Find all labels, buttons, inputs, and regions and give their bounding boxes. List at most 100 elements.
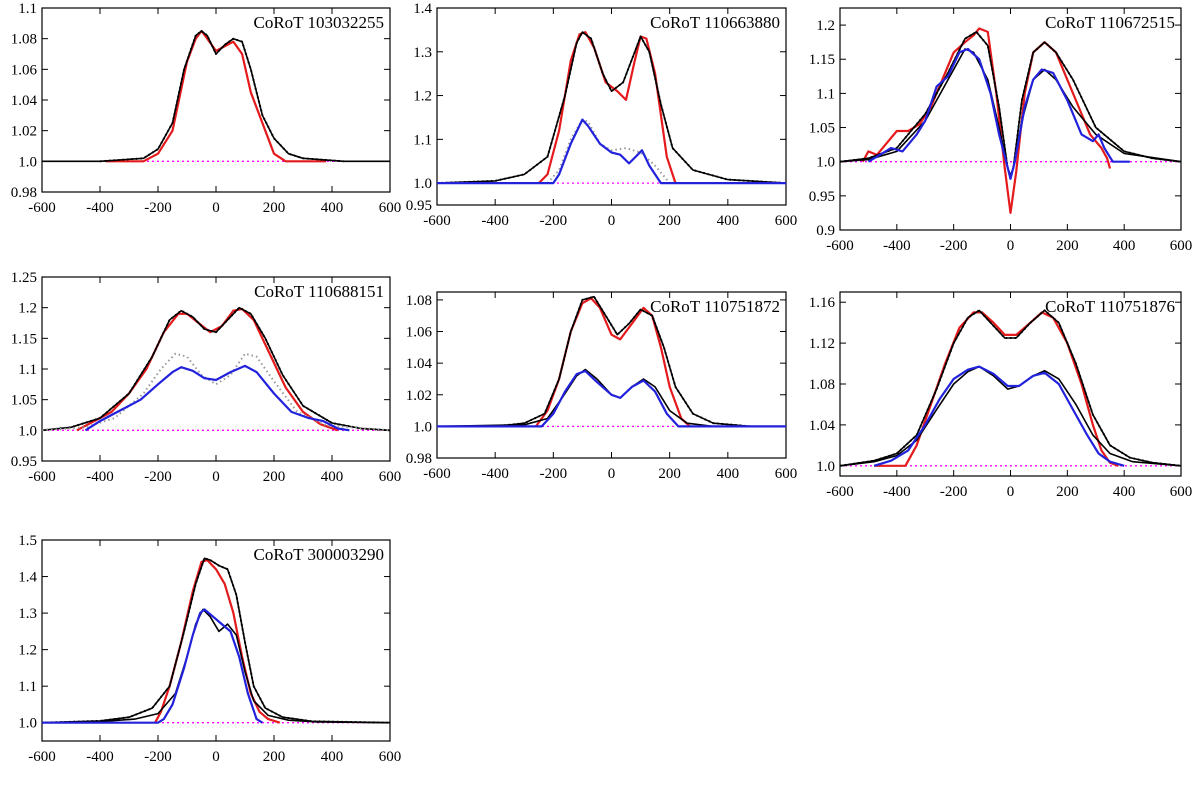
y-tick-label: 1.1 [816, 86, 835, 102]
red-series-line [105, 29, 327, 163]
x-tick-label: -400 [481, 466, 509, 482]
x-tick-label: 0 [1007, 238, 1015, 254]
x-tick-label: 600 [1170, 484, 1193, 500]
panel-2: -600 -400 -200 0 200 400 600 0.95 1.0 1.1 1.2 1.3 1.… [406, 1, 798, 229]
y-tick-label: 0.95 [11, 454, 37, 470]
y-tick-label: 0.95 [406, 198, 432, 214]
y-tick-label: 0.98 [406, 451, 432, 467]
y-tick-label: 1.16 [809, 295, 836, 311]
series-line [437, 295, 786, 428]
y-tick-label: 1.0 [18, 716, 37, 732]
plot-frame [839, 291, 1182, 477]
y-tick-label: 1.08 [809, 377, 835, 393]
y-tick-label: 1.1 [18, 679, 37, 695]
y-tick-label: 0.9 [816, 223, 835, 239]
x-tick-label: -600 [28, 469, 56, 485]
blue-series-line [437, 369, 786, 428]
x-tick-label: 400 [321, 469, 344, 485]
x-tick-label: -400 [481, 213, 509, 229]
y-tick-label: 1.12 [809, 336, 835, 352]
series-group [840, 309, 1181, 467]
y-tick-label: 1.2 [18, 643, 37, 659]
x-tick-label: 0 [608, 213, 616, 229]
panel-title: CoRoT 110672515 [1045, 13, 1175, 32]
y-tick-label: 1.5 [18, 533, 37, 549]
y-tick-label: 1.0 [413, 419, 432, 435]
series-group [42, 306, 390, 432]
plot-frame [436, 7, 787, 206]
x-tick-label: 0 [608, 466, 616, 482]
x-tick-label: 600 [379, 469, 402, 485]
x-tick-label: -200 [144, 200, 172, 216]
x-tick-label: -200 [540, 213, 568, 229]
series-group [42, 29, 390, 163]
x-tick-label: 400 [717, 466, 740, 482]
series-dotted-line [99, 30, 344, 163]
x-tick-label: -600 [28, 200, 56, 216]
panel-5: -600 -400 -200 0 200 400 600 0.98 1.0 1.02 1.04 1.0… [406, 291, 798, 482]
plot-frame [839, 7, 1182, 231]
series-line [840, 309, 1181, 467]
y-tick-label: 1.08 [406, 293, 432, 309]
panel-title: CoRoT 300003290 [253, 545, 384, 564]
x-tick-label: -200 [144, 469, 172, 485]
x-tick-label: -400 [86, 469, 114, 485]
y-tick-label: 1.0 [816, 459, 835, 475]
y-tick-label: 0.98 [11, 185, 37, 201]
x-tick-label: 600 [775, 466, 798, 482]
series-line [42, 608, 390, 724]
x-tick-label: 200 [263, 469, 286, 485]
y-tick-label: 1.1 [413, 132, 432, 148]
series-dotted-line [437, 31, 786, 185]
y-tick-label: 1.2 [18, 301, 37, 317]
series-dotted-line [495, 295, 752, 428]
y-tick-label: 1.25 [11, 270, 37, 286]
y-tick-label: 1.06 [11, 62, 38, 78]
y-tick-label: 1.0 [413, 176, 432, 192]
y-tick-label: 1.05 [11, 393, 37, 409]
series-line [840, 48, 1181, 177]
x-tick-label: 400 [1113, 238, 1136, 254]
x-tick-label: 200 [1056, 238, 1079, 254]
y-tick-label: 1.15 [11, 331, 37, 347]
series-group [437, 295, 786, 428]
y-tick-label: 1.06 [406, 325, 433, 341]
x-tick-label: 0 [212, 749, 220, 765]
blue-series-line [437, 118, 786, 185]
plot-frame [436, 291, 787, 459]
panel-title: CoRoT 110751876 [1045, 297, 1175, 316]
x-tick-label: 600 [379, 200, 402, 216]
y-tick-label: 1.3 [18, 606, 37, 622]
series-group [437, 30, 786, 185]
plot-frame [41, 276, 391, 462]
y-tick-label: 1.02 [406, 388, 432, 404]
x-tick-label: -600 [423, 213, 451, 229]
y-tick-label: 1.4 [18, 570, 37, 586]
x-tick-label: 200 [658, 213, 681, 229]
x-tick-label: -200 [144, 749, 172, 765]
x-tick-label: 0 [212, 469, 220, 485]
y-tick-label: 1.02 [11, 124, 37, 140]
series-dotted-line [42, 306, 390, 432]
panel-4: -600 -400 -200 0 200 400 600 0.95 1.0 1.05 1.1 1.15… [11, 270, 402, 485]
series-group [42, 557, 390, 724]
y-tick-label: 1.4 [413, 1, 432, 17]
blue-series-line [42, 608, 263, 724]
x-tick-label: -400 [86, 749, 114, 765]
y-tick-label: 0.95 [809, 189, 835, 205]
x-tick-label: -200 [540, 466, 568, 482]
x-tick-label: -600 [423, 466, 451, 482]
y-tick-label: 1.04 [809, 418, 836, 434]
x-tick-label: 600 [379, 749, 402, 765]
panel-1: -600 -400 -200 0 200 400 600 0.98 1.0 1.02 1.04 1.0… [11, 1, 402, 216]
y-tick-label: 1.08 [11, 32, 37, 48]
x-tick-label: 400 [1113, 484, 1136, 500]
blue-series-line [867, 47, 1130, 180]
x-tick-label: 600 [1170, 238, 1193, 254]
x-tick-label: 0 [1007, 484, 1015, 500]
y-tick-label: 1.05 [809, 121, 835, 137]
x-tick-label: 200 [263, 749, 286, 765]
y-tick-label: 1.3 [413, 45, 432, 61]
panel-title: CoRoT 110751872 [650, 297, 780, 316]
plot-frame [41, 7, 391, 193]
